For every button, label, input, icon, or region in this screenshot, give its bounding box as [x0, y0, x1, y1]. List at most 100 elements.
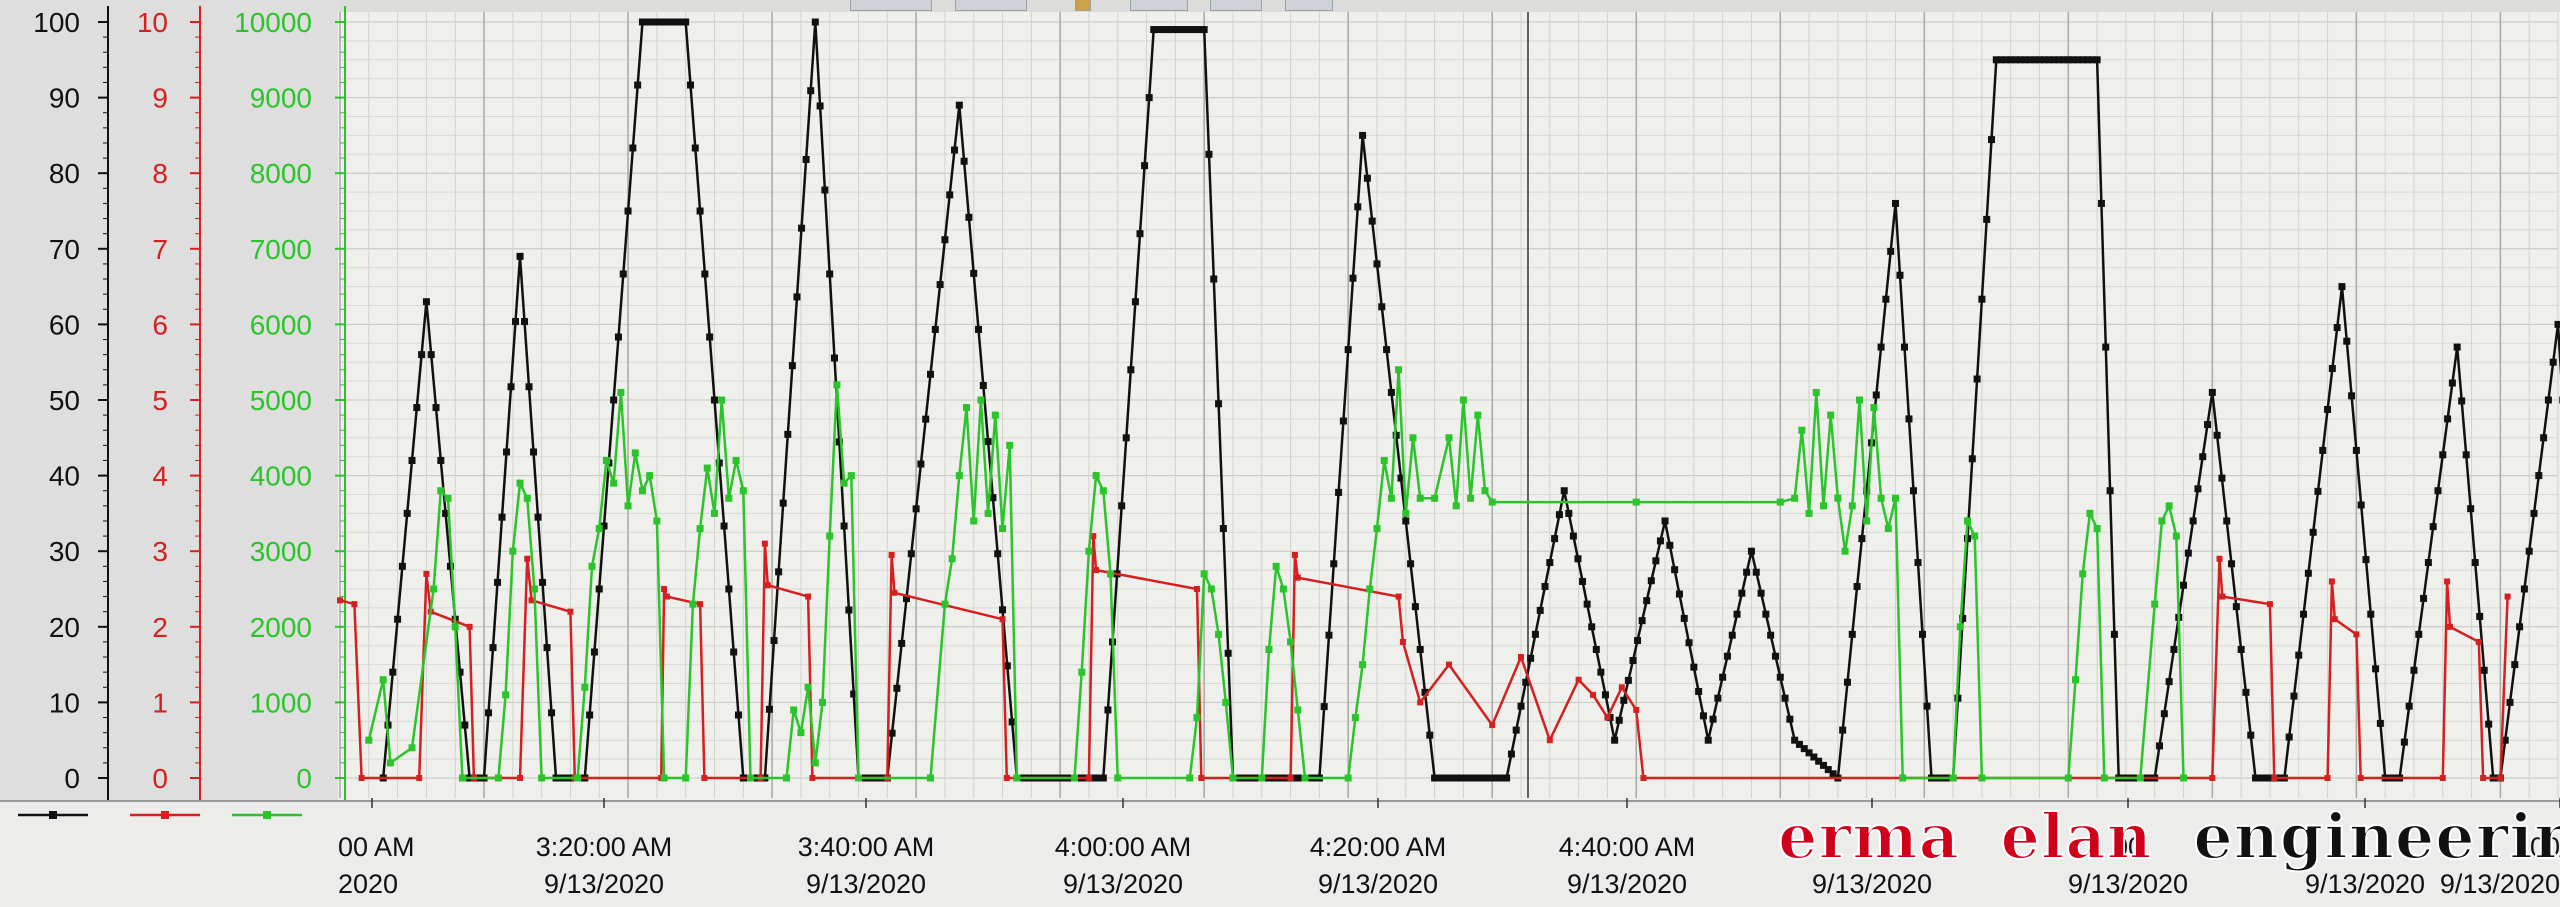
y-tick-label: 4000 — [250, 461, 312, 492]
green-series-point — [653, 517, 660, 524]
black-series-point — [2242, 689, 2249, 696]
green-series-point — [992, 412, 999, 419]
green-series-point — [1482, 487, 1489, 494]
black-series-point — [1873, 391, 1880, 398]
green-series-point — [1474, 412, 1481, 419]
black-series-point — [1417, 646, 1424, 653]
red-series-point — [2271, 775, 2277, 781]
black-series-point — [539, 579, 546, 586]
black-series-point — [1914, 559, 1921, 566]
red-series-point — [2267, 601, 2273, 607]
red-series-point — [1000, 616, 1006, 622]
black-series-point — [2521, 586, 2528, 593]
black-series-point — [2458, 397, 2465, 404]
black-series-point — [423, 298, 430, 305]
red-series-point — [1093, 567, 1099, 573]
green-series-point — [596, 525, 603, 532]
green-series-point — [1078, 669, 1085, 676]
black-series-point — [1369, 218, 1376, 225]
green-series-point — [1201, 570, 1208, 577]
green-series-point — [524, 495, 531, 502]
black-series-point — [932, 326, 939, 333]
green-series-point — [941, 601, 948, 608]
black-series-point — [2338, 283, 2345, 290]
y-tick-label: 0 — [296, 763, 312, 794]
red-series-point — [2476, 639, 2482, 645]
black-series-point — [1729, 632, 1736, 639]
black-series-point — [1690, 664, 1697, 671]
black-series-point — [2425, 559, 2432, 566]
green-series-point — [1352, 714, 1359, 721]
green-series-point — [733, 457, 740, 464]
y-tick-label: 9 — [152, 83, 168, 114]
black-series-point — [2199, 453, 2206, 460]
black-series-point — [1335, 489, 1342, 496]
black-series-point — [1602, 691, 1609, 698]
black-series-point — [2094, 56, 2101, 63]
y-tick-label: 3 — [152, 536, 168, 567]
red-series-point — [1576, 677, 1582, 683]
black-series-point — [1974, 376, 1981, 383]
black-series-point — [2194, 485, 2201, 492]
black-series-point — [2166, 678, 2173, 685]
black-series-point — [1878, 344, 1885, 351]
black-series-point — [413, 404, 420, 411]
x-tick-time: 4:40:00 AM — [1559, 832, 1696, 862]
green-series-point — [1193, 714, 1200, 721]
red-series-point — [664, 594, 670, 600]
green-series-point — [1489, 499, 1496, 506]
green-series-point — [574, 775, 581, 782]
green-series-point — [1777, 499, 1784, 506]
red-series-point — [416, 775, 422, 781]
black-series-point — [1782, 695, 1789, 702]
black-series-point — [2180, 582, 2187, 589]
black-series-point — [2098, 200, 2105, 207]
watermark-word: erma — [1778, 800, 1960, 873]
green-series-point — [1093, 472, 1100, 479]
green-series-point — [927, 775, 934, 782]
black-series-point — [2286, 734, 2293, 741]
black-series-point — [1378, 303, 1385, 310]
black-series-point — [615, 334, 622, 341]
black-series-point — [917, 461, 924, 468]
black-series-point — [821, 187, 828, 194]
red-series-point — [1295, 575, 1301, 581]
red-series-point — [2480, 775, 2486, 781]
black-series-point — [1201, 26, 1208, 33]
black-series-point — [1136, 230, 1143, 237]
black-series-point — [2218, 475, 2225, 482]
black-series-point — [2467, 505, 2474, 512]
red-series-point — [697, 601, 703, 607]
black-series-point — [2300, 611, 2307, 618]
y-tick-label: 30 — [49, 536, 80, 567]
black-series-point — [2430, 523, 2437, 530]
black-series-point — [1349, 275, 1356, 282]
black-series-point — [1681, 615, 1688, 622]
black-series-point — [1753, 569, 1760, 576]
black-series-point — [1532, 631, 1539, 638]
black-series-point — [1146, 94, 1153, 101]
black-series-point — [1648, 577, 1655, 584]
black-series-point — [1597, 669, 1604, 676]
black-series-point — [898, 640, 905, 647]
black-series-point — [634, 82, 641, 89]
red-series-point — [2440, 775, 2446, 781]
green-series-point — [783, 775, 790, 782]
green-series-point — [1964, 517, 1971, 524]
black-series-point — [1969, 455, 1976, 462]
black-series-point — [2372, 665, 2379, 672]
black-series-point — [784, 431, 791, 438]
black-series-point — [2454, 344, 2461, 351]
black-series-point — [913, 505, 920, 512]
black-series-point — [985, 438, 992, 445]
black-series-point — [1854, 583, 1861, 590]
green-series-point — [1258, 775, 1265, 782]
black-series-point — [2434, 487, 2441, 494]
y-tick-label: 0 — [64, 763, 80, 794]
x-tick-date: 9/13/2020 — [2068, 869, 2188, 899]
black-series-point — [1901, 344, 1908, 351]
red-series-point — [1446, 662, 1452, 668]
black-series-point — [687, 82, 694, 89]
black-series-point — [803, 156, 810, 163]
